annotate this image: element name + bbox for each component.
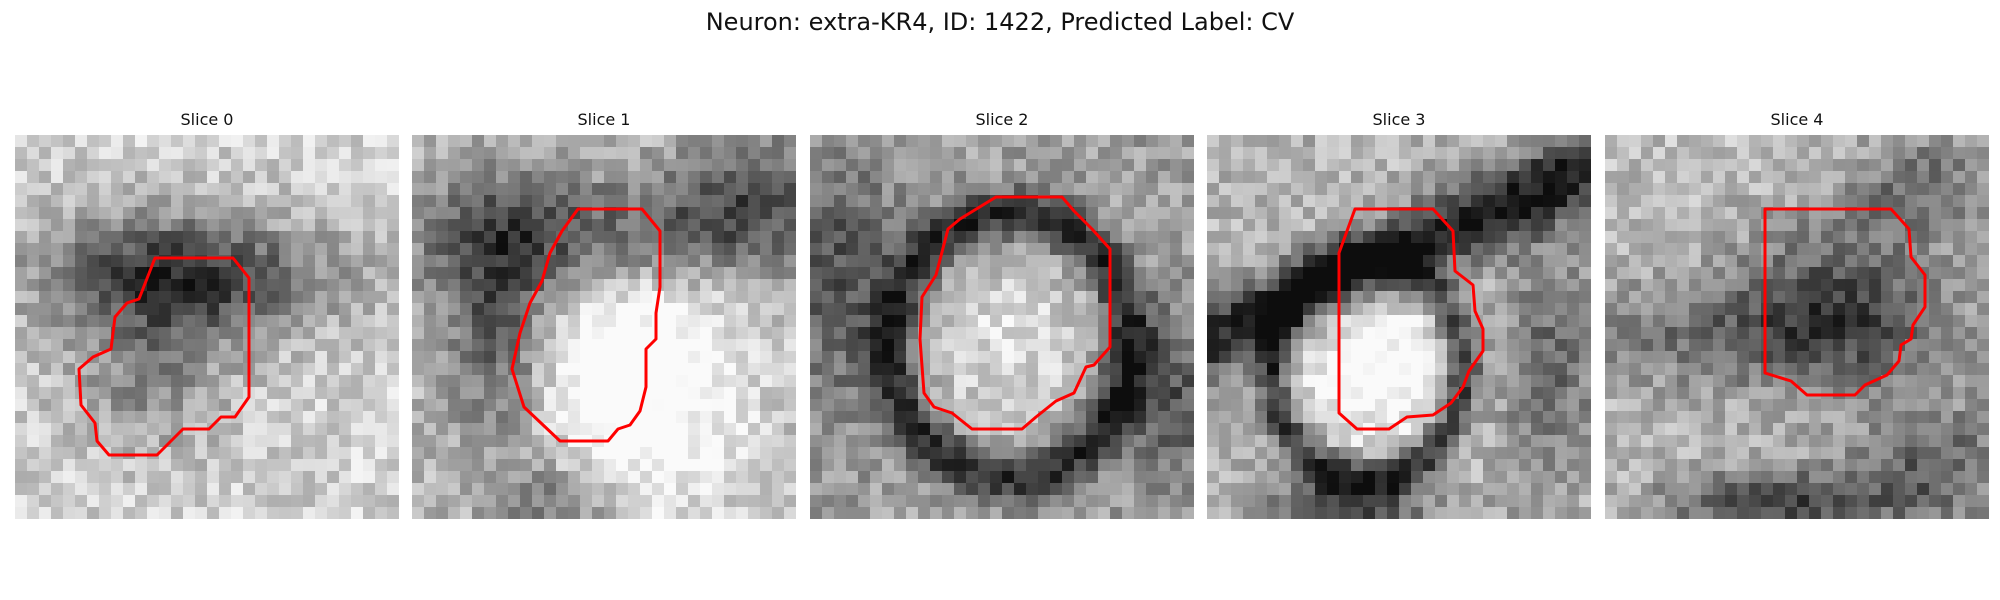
slice-panel-2: Slice 2	[810, 110, 1194, 520]
slice-image	[810, 135, 1194, 519]
slice-panel-4: Slice 4	[1605, 110, 1989, 520]
slice-image	[1207, 135, 1591, 519]
pixel-grid	[810, 135, 1194, 519]
pixel-grid	[1207, 135, 1591, 519]
pixel-grid	[412, 135, 796, 519]
pixel-grid	[1605, 135, 1989, 519]
roi-outline	[918, 195, 1112, 431]
pixel-grid	[15, 135, 399, 519]
slice-title: Slice 1	[577, 110, 631, 129]
slice-panel-3: Slice 3	[1207, 110, 1591, 520]
roi-outline	[510, 207, 662, 443]
slice-title: Slice 0	[180, 110, 234, 129]
slice-title: Slice 2	[975, 110, 1029, 129]
slice-panel-0: Slice 0	[15, 110, 399, 520]
figure-title: Neuron: extra-KR4, ID: 1422, Predicted L…	[705, 8, 1295, 36]
slice-panel-1: Slice 1	[412, 110, 796, 520]
slice-image	[1605, 135, 1989, 519]
slice-title: Slice 4	[1770, 110, 1824, 129]
roi-outline	[77, 256, 251, 457]
slice-image	[412, 135, 796, 519]
roi-outline	[1763, 207, 1927, 397]
slice-image	[15, 135, 399, 519]
roi-outline	[1337, 207, 1485, 431]
slice-title: Slice 3	[1372, 110, 1426, 129]
